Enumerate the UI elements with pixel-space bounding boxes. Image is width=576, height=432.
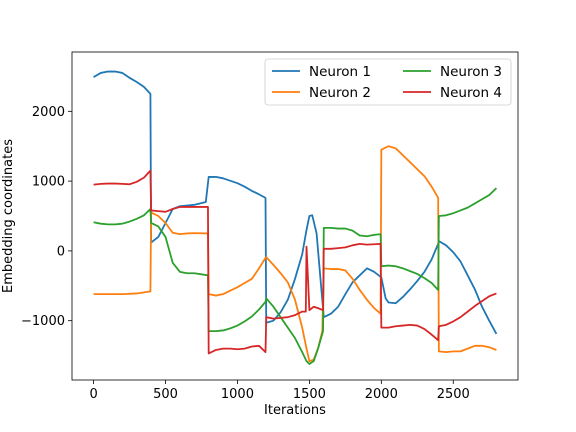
x-tick-label: 1000 [221, 387, 254, 402]
y-tick-label: −1000 [21, 314, 65, 329]
legend-box [264, 58, 512, 106]
legend-label-1: Neuron 1 [309, 64, 371, 80]
y-axis-label: Embedding coordinates [1, 139, 16, 293]
y-tick-label: 0 [57, 244, 65, 259]
legend-label-2: Neuron 2 [309, 85, 371, 101]
x-axis-label: Iterations [264, 403, 326, 418]
x-tick-label: 1500 [293, 387, 326, 402]
y-tick-label: 2000 [32, 105, 65, 120]
x-tick-label: 2000 [365, 387, 398, 402]
x-tick-label: 0 [89, 387, 97, 402]
y-tick-label: 1000 [32, 175, 65, 190]
series-line-2 [93, 145, 497, 363]
axes-frame [71, 51, 519, 381]
x-tick-label: 500 [153, 387, 178, 402]
series-line-1 [93, 70, 498, 335]
axis-ticks: 0 500 1000 1500 2000 2500 −1000 0 1000 2000 [21, 105, 470, 402]
series-line-4 [93, 169, 497, 355]
x-tick-label: 2500 [437, 387, 470, 402]
legend: Neuron 1 Neuron 2 Neuron 3 Neuron 4 [264, 58, 512, 106]
legend-label-4: Neuron 4 [440, 85, 502, 101]
series-line-3 [93, 187, 498, 365]
series-lines [93, 70, 498, 365]
legend-label-3: Neuron 3 [440, 64, 502, 80]
